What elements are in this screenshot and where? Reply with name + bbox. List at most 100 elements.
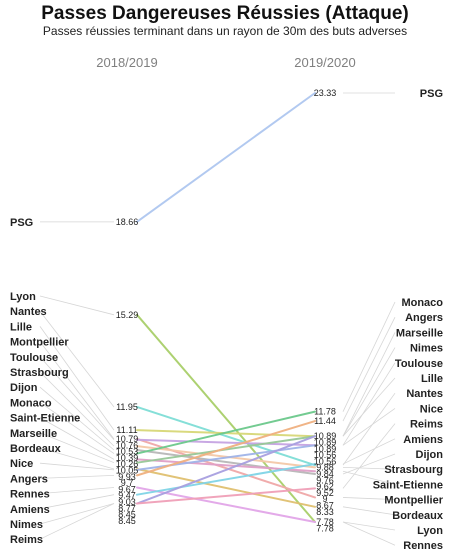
connector-right-amiens xyxy=(342,438,396,465)
team-label-right-amiens: Amiens xyxy=(403,434,443,446)
slope-line-angers xyxy=(136,420,316,477)
value-left-dijon: 10.39 xyxy=(116,453,139,463)
value-left-montpellier: 10.79 xyxy=(116,434,139,444)
value-right-marseille: 10.89 xyxy=(314,438,337,448)
team-label-left-monaco: Monaco xyxy=(10,397,52,409)
team-label-left-montpellier: Montpellier xyxy=(10,337,69,349)
value-right-reims: 9 xyxy=(322,494,327,504)
value-right-psg: 23.33 xyxy=(314,88,337,98)
team-label-right-saint-etienne: Saint-Etienne xyxy=(373,479,443,491)
team-label-left-amiens: Amiens xyxy=(10,504,50,516)
connector-left-reims xyxy=(39,503,115,540)
connector-right-marseille xyxy=(342,332,396,437)
connector-right-toulouse xyxy=(342,362,396,446)
team-label-right-nantes: Nantes xyxy=(406,388,443,400)
team-label-right-nice: Nice xyxy=(420,403,443,415)
connector-right-bordeaux xyxy=(342,506,396,516)
connector-right-angers xyxy=(342,317,396,422)
connector-left-lille xyxy=(39,326,115,431)
team-label-left-rennes: Rennes xyxy=(10,489,50,501)
value-right-nice: 10.56 xyxy=(314,456,337,466)
connector-right-lille xyxy=(342,377,396,437)
value-left-reims: 8.45 xyxy=(118,516,136,526)
team-label-right-lille: Lille xyxy=(421,373,443,385)
column-header-right: 2019/2020 xyxy=(294,55,355,70)
connector-left-saint-etienne xyxy=(39,417,115,460)
value-left-lille: 11.11 xyxy=(116,425,137,435)
connector-right-reims xyxy=(342,423,396,489)
slope-line-reims xyxy=(136,487,316,505)
connector-left-dijon xyxy=(39,386,115,451)
connector-right-nantes xyxy=(342,392,396,466)
value-left-nice: 9.67 xyxy=(118,484,136,494)
value-right-rennes: 7.78 xyxy=(316,523,334,533)
value-left-bordeaux: 9.7 xyxy=(121,478,134,488)
team-label-left-psg: PSG xyxy=(10,217,33,229)
value-right-nantes: 9.84 xyxy=(316,469,334,479)
connector-right-nimes xyxy=(342,347,396,437)
value-right-lyon: 7.78 xyxy=(316,517,334,527)
connector-left-toulouse xyxy=(39,356,115,441)
team-label-left-reims: Reims xyxy=(10,534,43,546)
slope-line-bordeaux xyxy=(136,468,316,508)
value-labels: 18.6623.3315.297.7811.959.8411.1110.8910… xyxy=(116,88,337,533)
team-label-left-strasbourg: Strasbourg xyxy=(10,367,69,379)
slope-line-psg xyxy=(136,92,316,223)
value-left-lyon: 15.29 xyxy=(116,310,139,320)
team-label-right-dijon: Dijon xyxy=(416,449,444,461)
connector-right-strasbourg xyxy=(342,466,396,470)
value-left-psg: 18.66 xyxy=(116,217,139,227)
value-right-bordeaux: 8.33 xyxy=(316,507,334,517)
team-label-right-marseille: Marseille xyxy=(396,327,443,339)
team-label-right-angers: Angers xyxy=(405,312,443,324)
chart-title: Passes Dangereuses Réussies (Attaque) xyxy=(41,3,409,24)
team-label-left-bordeaux: Bordeaux xyxy=(10,443,62,455)
value-right-lille: 10.89 xyxy=(314,431,337,441)
connector-right-monaco xyxy=(342,301,396,412)
slope-lines xyxy=(136,92,316,523)
value-right-saint-etienne: 9.62 xyxy=(316,482,334,492)
value-left-toulouse: 10.76 xyxy=(116,440,139,450)
connector-right-dijon xyxy=(342,453,396,475)
value-right-amiens: 9.88 xyxy=(316,463,334,473)
team-label-right-nimes: Nimes xyxy=(410,343,443,355)
connector-right-lyon xyxy=(342,521,396,531)
value-right-nimes: 10.89 xyxy=(314,444,337,454)
value-left-angers: 9.47 xyxy=(118,491,136,501)
slope-line-toulouse xyxy=(136,438,316,447)
team-label-left-lille: Lille xyxy=(10,321,32,333)
team-label-right-toulouse: Toulouse xyxy=(395,358,443,370)
value-right-dijon: 9.52 xyxy=(316,488,334,498)
value-left-monaco: 10.26 xyxy=(116,459,139,469)
connector-right-rennes xyxy=(342,521,396,546)
team-label-right-monaco: Monaco xyxy=(401,297,443,309)
connector-left-montpellier xyxy=(39,341,115,440)
team-label-left-lyon: Lyon xyxy=(10,291,36,303)
value-left-saint-etienne: 10.05 xyxy=(116,465,139,475)
value-right-monaco: 11.78 xyxy=(314,407,336,417)
connector-right-nice xyxy=(342,408,396,446)
team-labels: PSG PSG Lyon Lyon Nantes Nantes Lille Lille Mont… xyxy=(10,88,444,550)
connector-left-nantes xyxy=(39,310,115,408)
team-label-left-angers: Angers xyxy=(10,473,48,485)
team-label-left-nimes: Nimes xyxy=(10,519,43,531)
value-left-amiens: 8.77 xyxy=(118,503,136,513)
slope-line-nantes xyxy=(136,405,316,467)
team-label-right-strasbourg: Strasbourg xyxy=(384,464,443,476)
connector-left-nice xyxy=(39,462,115,471)
team-label-right-montpellier: Montpellier xyxy=(384,495,443,507)
connector-left-strasbourg xyxy=(39,371,115,447)
value-left-nimes: 8.45 xyxy=(118,510,136,520)
connector-left-rennes xyxy=(39,487,115,494)
value-right-strasbourg: 9.76 xyxy=(316,475,334,485)
value-left-rennes: 9.03 xyxy=(118,497,136,507)
connector-left-bordeaux xyxy=(39,447,115,470)
connector-left-angers xyxy=(39,474,115,479)
chart-subtitle: Passes réussies terminant dans un rayon … xyxy=(43,24,407,38)
team-label-left-nice: Nice xyxy=(10,458,33,470)
column-header-left: 2018/2019 xyxy=(96,55,157,70)
label-connectors xyxy=(39,92,396,546)
slope-line-monaco xyxy=(136,410,316,455)
value-left-nantes: 11.95 xyxy=(116,402,138,412)
